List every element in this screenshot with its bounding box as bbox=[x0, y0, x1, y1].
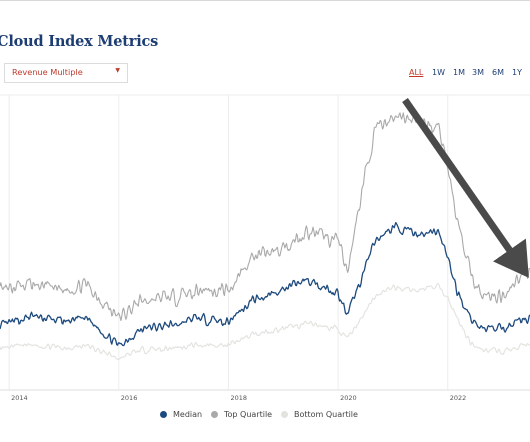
legend-label-top-quartile: Top Quartile bbox=[224, 410, 273, 419]
page-title: Cloud Index Metrics bbox=[0, 33, 159, 50]
top-divider bbox=[0, 0, 530, 1]
range-button-3m[interactable]: 3M bbox=[472, 68, 484, 77]
range-button-1w[interactable]: 1W bbox=[432, 68, 445, 77]
metric-dropdown-value: Revenue Multiple bbox=[12, 67, 83, 77]
range-button-6m[interactable]: 6M bbox=[492, 68, 504, 77]
range-button-1y[interactable]: 1Y bbox=[512, 68, 522, 77]
chart-legend: Median Top Quartile Bottom Quartile bbox=[0, 410, 530, 424]
range-selector: ALL 1W 1M 3M 6M 1Y bbox=[0, 68, 530, 82]
x-tick-label: 2020 bbox=[340, 394, 357, 402]
legend-swatch-median bbox=[160, 411, 167, 418]
chevron-down-icon: ▼ bbox=[115, 67, 120, 74]
range-button-1m[interactable]: 1M bbox=[453, 68, 465, 77]
metric-dropdown[interactable]: Revenue Multiple ▼ bbox=[4, 63, 128, 83]
bottom-quartile-line bbox=[0, 282, 530, 360]
x-tick-label: 2018 bbox=[230, 394, 247, 402]
down-arrow-annotation bbox=[402, 97, 529, 278]
top-quartile-line bbox=[0, 112, 530, 322]
legend-label-median: Median bbox=[173, 410, 203, 419]
legend-item-bottom-quartile: Bottom Quartile bbox=[281, 410, 358, 419]
legend-item-top-quartile: Top Quartile bbox=[211, 410, 272, 419]
x-tick-label: 2022 bbox=[450, 394, 467, 402]
legend-label-bottom-quartile: Bottom Quartile bbox=[294, 410, 358, 419]
median-line bbox=[0, 221, 530, 347]
legend-swatch-top-quartile bbox=[211, 411, 218, 418]
legend-swatch-bottom-quartile bbox=[281, 411, 288, 418]
legend-item-median: Median bbox=[160, 410, 202, 419]
x-tick-label: 2014 bbox=[11, 394, 28, 402]
x-tick-label: 2016 bbox=[121, 394, 138, 402]
range-button-all[interactable]: ALL bbox=[409, 68, 424, 77]
